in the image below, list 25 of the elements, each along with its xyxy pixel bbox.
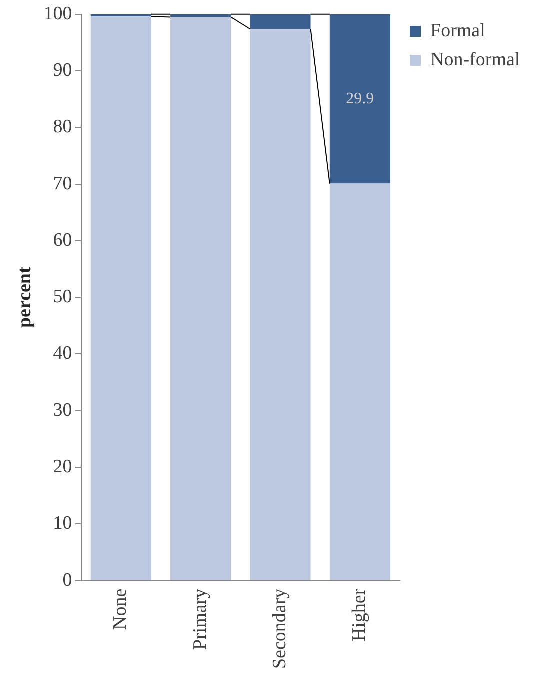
y-tick-label: 30 [53, 400, 72, 421]
bar [330, 184, 390, 580]
x-tick-label: Higher [349, 588, 370, 642]
y-tick-label: 100 [44, 3, 72, 24]
y-axis-title: percent [14, 266, 36, 328]
y-tick-label: 20 [53, 456, 72, 478]
data-label: 29.9 [346, 90, 374, 108]
bar [170, 17, 232, 580]
y-tick-label: 60 [53, 230, 72, 251]
y-tick-label: 0 [62, 570, 72, 591]
x-tick-label: Secondary [269, 588, 290, 670]
y-tick-label: 80 [53, 116, 72, 138]
legend-label: Formal [430, 20, 486, 42]
legend-label: Non-formal [430, 49, 520, 70]
y-tick-label: 70 [53, 173, 72, 194]
y-tick-label: 90 [53, 60, 72, 82]
bar [250, 14, 311, 30]
x-tick-label: None [110, 588, 132, 630]
bar [330, 14, 390, 184]
bar [250, 29, 311, 580]
y-tick-label: 50 [53, 286, 72, 308]
x-tick-label: Primary [190, 588, 211, 650]
y-tick-label: 40 [53, 343, 72, 364]
y-tick-label: 10 [53, 513, 72, 534]
bar [90, 16, 152, 580]
